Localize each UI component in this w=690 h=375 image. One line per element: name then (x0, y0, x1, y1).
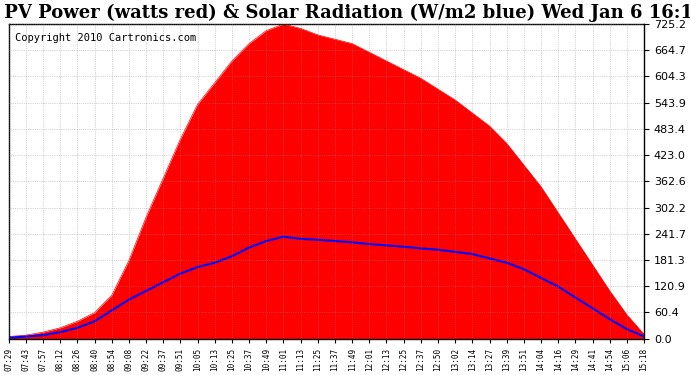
Text: Copyright 2010 Cartronics.com: Copyright 2010 Cartronics.com (15, 33, 196, 44)
Title: Total PV Power (watts red) & Solar Radiation (W/m2 blue) Wed Jan 6 16:15: Total PV Power (watts red) & Solar Radia… (0, 4, 690, 22)
